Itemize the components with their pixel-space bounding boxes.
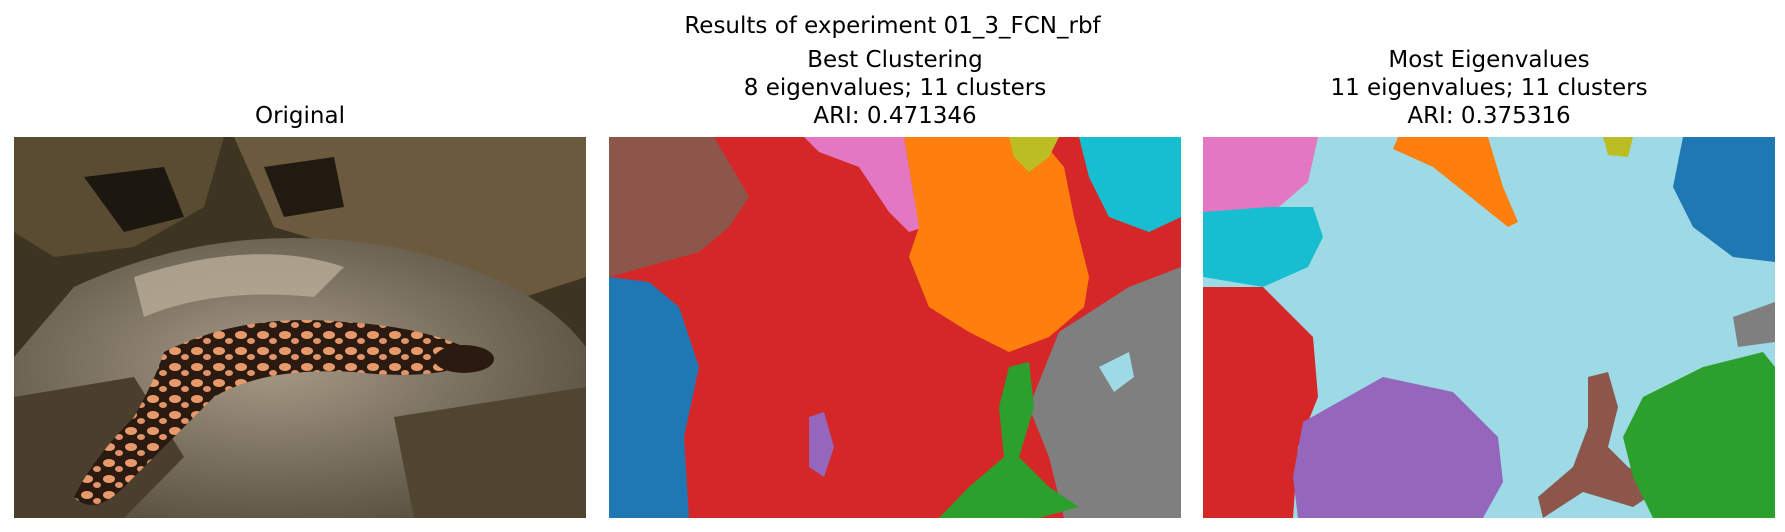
best-clustering-image — [609, 137, 1181, 518]
cluster-olive — [1603, 137, 1633, 157]
most-title-line1: Most Eigenvalues — [1388, 47, 1590, 73]
figure-suptitle: Results of experiment 01_3_FCN_rbf — [684, 13, 1101, 39]
rock-lower-right — [394, 387, 586, 518]
most-eigenvalues-panel-title: Most Eigenvalues 11 eigenvalues; 11 clus… — [1203, 46, 1775, 130]
original-panel-title: Original — [14, 102, 586, 130]
rock-highlight — [134, 254, 344, 317]
cluster-cyan — [1203, 207, 1323, 287]
most-eigenvalues-svg — [1203, 137, 1775, 518]
cluster-green — [939, 362, 1079, 518]
most-title-line3: ARI: 0.375316 — [1407, 103, 1571, 129]
cluster-gray — [1733, 302, 1775, 347]
cluster-brown — [609, 137, 749, 277]
cluster-blue — [609, 277, 699, 518]
original-image-svg — [14, 137, 586, 518]
cluster-orange — [1393, 137, 1518, 227]
lizard-head — [434, 345, 494, 373]
best-title-line1: Best Clustering — [807, 47, 983, 73]
original-image — [14, 137, 586, 518]
most-eigenvalues-image — [1203, 137, 1775, 518]
lizard — [74, 320, 484, 505]
cluster-olive — [1009, 137, 1059, 172]
original-title-line: Original — [254, 103, 345, 129]
shadow-1 — [84, 167, 184, 232]
best-title-line2: 8 eigenvalues; 11 clusters — [743, 75, 1047, 101]
best-title-line3: ARI: 0.471346 — [813, 103, 977, 129]
cluster-lightcyan — [1099, 352, 1134, 392]
cluster-purple — [1293, 377, 1503, 518]
cluster-blue — [1673, 137, 1775, 262]
cluster-brown — [1538, 372, 1663, 518]
cluster-pink — [1203, 137, 1318, 217]
cluster-pink — [804, 137, 924, 232]
cluster-green — [1623, 352, 1775, 518]
best-clustering-panel-title: Best Clustering 8 eigenvalues; 11 cluste… — [609, 46, 1181, 130]
most-title-line2: 11 eigenvalues; 11 clusters — [1330, 75, 1648, 101]
best-clustering-svg — [609, 137, 1181, 518]
shadow-2 — [264, 157, 344, 217]
cluster-cyan — [1079, 137, 1181, 232]
cluster-orange — [904, 137, 1089, 352]
cluster-gray — [1029, 267, 1181, 518]
cluster-purple — [809, 412, 834, 477]
cluster-red — [1203, 287, 1318, 518]
